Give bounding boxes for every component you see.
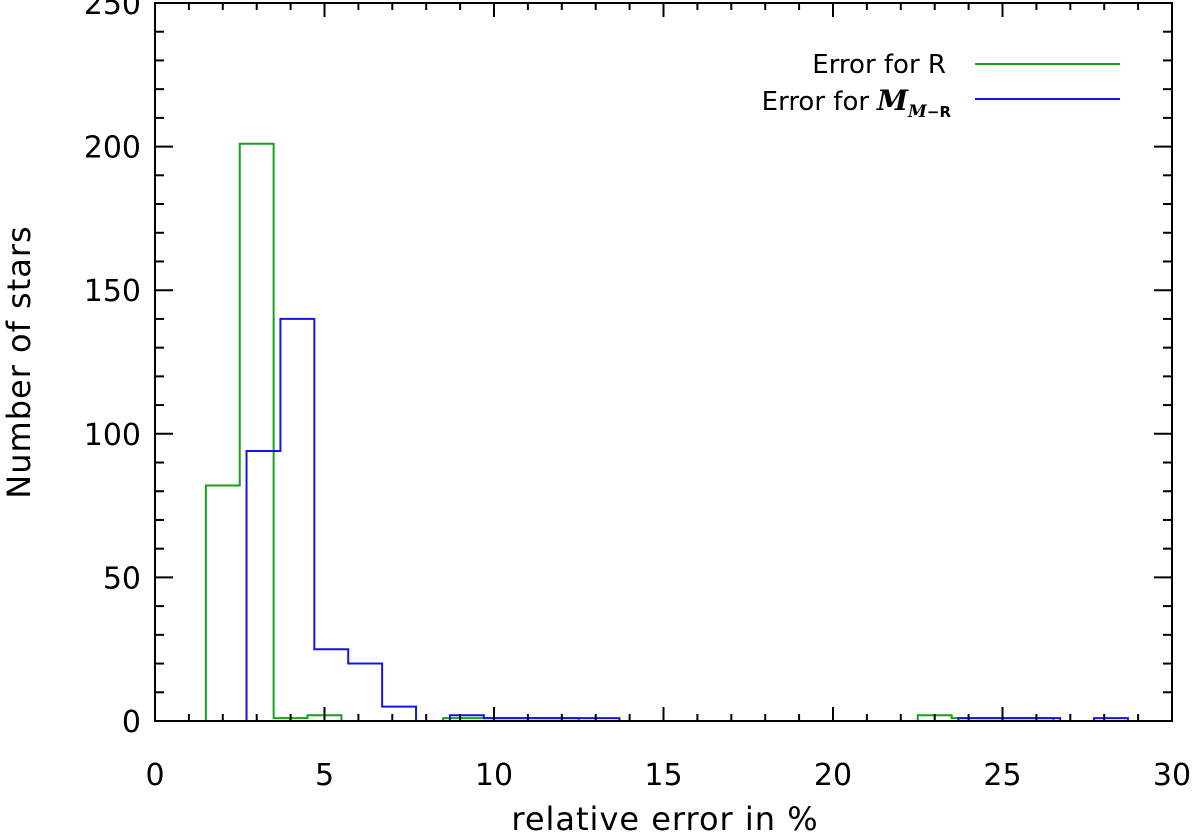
legend-label-m: Error for MM−R (762, 84, 952, 122)
y-tick-label: 250 (84, 0, 141, 22)
y-tick-label: 100 (84, 418, 141, 453)
legend-subscript-m: M (907, 102, 928, 122)
chart-marks (204, 142, 1129, 722)
y-tick-label: 200 (84, 131, 141, 166)
histogram-r-line (204, 142, 1055, 722)
legend-label-m-prefix: Error for (762, 87, 870, 117)
x-tick-label: 25 (983, 758, 1021, 793)
legend-symbol-m: M (876, 84, 909, 117)
x-tick-label: 0 (145, 758, 164, 793)
legend-label-r: Error for R (812, 50, 946, 80)
legend: Error for R Error for MM−R (762, 50, 1120, 122)
x-tick-label: 10 (475, 758, 513, 793)
x-tick-label: 5 (315, 758, 334, 793)
y-tick-label: 50 (103, 561, 141, 596)
y-tick-label: 0 (122, 705, 141, 740)
y-tick-label: 150 (84, 274, 141, 309)
y-axis-title: Number of stars (0, 225, 38, 498)
axis-ticks (154, 2, 1173, 722)
legend-subscript-tail: −R (927, 103, 952, 121)
histogram-m-line (245, 317, 1129, 722)
tick-labels: 0 5 10 15 20 25 30 0 50 100 150 200 250 (84, 0, 1191, 793)
x-tick-label: 30 (1153, 758, 1191, 793)
legend-item-m: Error for MM−R (762, 84, 1120, 122)
legend-item-r: Error for R (812, 50, 1120, 80)
plot-frame (154, 2, 1173, 722)
x-tick-label: 15 (644, 758, 682, 793)
x-tick-label: 20 (814, 758, 852, 793)
x-axis-title: relative error in % (511, 800, 818, 837)
